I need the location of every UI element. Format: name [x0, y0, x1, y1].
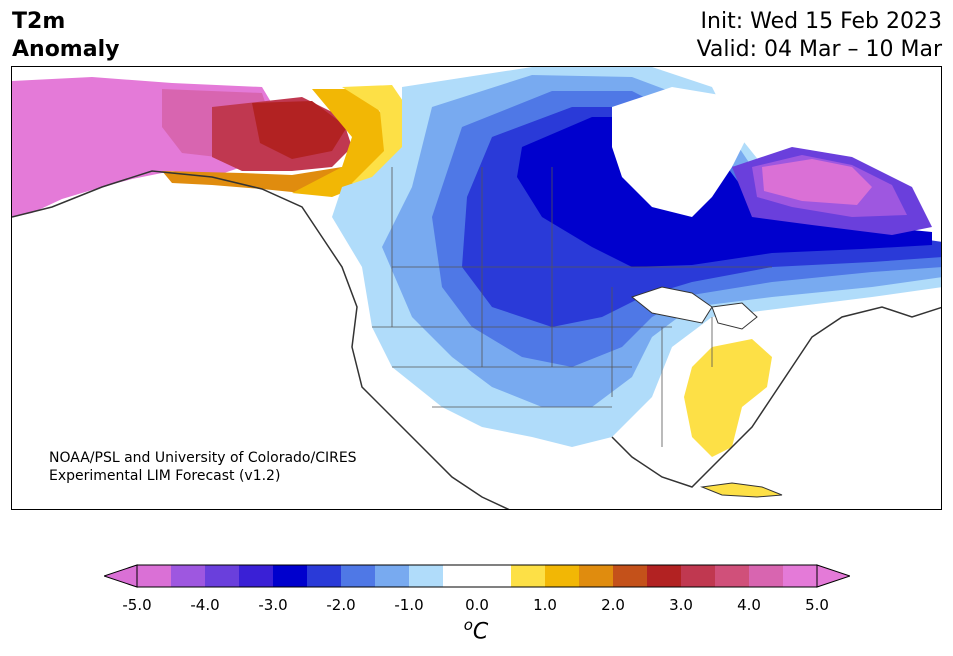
colorbar-tick-label: 5.0 [805, 596, 829, 614]
colorbar-swatch [273, 565, 308, 587]
colorbar-swatch [137, 565, 172, 587]
colorbar-extend-low [104, 564, 138, 588]
colorbar-swatch [647, 565, 682, 587]
colorbar-extend-high [816, 564, 850, 588]
southeast-warm-anomaly [684, 339, 772, 457]
colorbar [104, 564, 850, 588]
colorbar-tick-label: -4.0 [190, 596, 220, 614]
colorbar-frame [136, 564, 818, 588]
colorbar-swatch [681, 565, 716, 587]
colorbar-swatch [443, 565, 478, 587]
colorbar-tick-label: 3.0 [669, 596, 693, 614]
yukon-core [252, 101, 347, 159]
colorbar-swatch [205, 565, 240, 587]
colorbar-swatch [409, 565, 444, 587]
labrador-cold-pink [762, 159, 872, 205]
colorbar-swatch [545, 565, 580, 587]
colorbar-tick-label: -3.0 [258, 596, 288, 614]
credit-line-1: NOAA/PSL and University of Colorado/CIRE… [49, 450, 357, 466]
colorbar-tick-label: -1.0 [394, 596, 424, 614]
title-line-2: Anomaly [12, 37, 120, 62]
colorbar-swatch [307, 565, 342, 587]
title-line-1: T2m [12, 9, 66, 34]
colorbar-swatch [239, 565, 274, 587]
canada-orange-band [292, 89, 387, 197]
colorbar-tick-label: 2.0 [601, 596, 625, 614]
anomaly-map [11, 66, 942, 510]
colorbar-swatch [375, 565, 410, 587]
colorbar-swatch [715, 565, 750, 587]
colorbar-tick-label: -5.0 [122, 596, 152, 614]
colorbar-unit: oC [464, 616, 489, 644]
colorbar-swatch [749, 565, 784, 587]
valid-range: Valid: 04 Mar – 10 Mar [696, 37, 942, 62]
great-lakes [630, 286, 758, 330]
hudson-bay [612, 87, 752, 217]
colorbar-swatch [511, 565, 546, 587]
degree-symbol: o [463, 616, 473, 634]
unit-letter: C [472, 619, 489, 645]
colorbar-swatch [341, 565, 376, 587]
colorbar-swatch [613, 565, 648, 587]
colorbar-tick-label: 0.0 [465, 596, 489, 614]
cuba [700, 482, 783, 498]
coastline [12, 170, 941, 509]
colorbar-swatch [783, 565, 818, 587]
credit-text: NOAA/PSL and University of Colorado/CIRE… [49, 449, 357, 485]
colorbar-tick-label: 1.0 [533, 596, 557, 614]
forecast-dates: Init: Wed 15 Feb 2023 Valid: 04 Mar – 10… [697, 8, 942, 64]
map-canvas [12, 67, 941, 509]
colorbar-tick-label: -2.0 [326, 596, 356, 614]
credit-line-2: Experimental LIM Forecast (v1.2) [49, 468, 281, 484]
colorbar-tick-label: 4.0 [737, 596, 761, 614]
colorbar-swatch [477, 565, 512, 587]
colorbar-swatch [171, 565, 206, 587]
colorbar-swatch [579, 565, 614, 587]
init-date: Init: Wed 15 Feb 2023 [700, 9, 942, 34]
arctic-ocean [712, 67, 941, 111]
map-title: T2m Anomaly [12, 8, 119, 64]
colorbar-ticks: -5.0 -4.0 -3.0 -2.0 -1.0 0.0 1.0 2.0 3.0 4.0 5.0 [0, 596, 953, 616]
state-borders [372, 167, 772, 447]
